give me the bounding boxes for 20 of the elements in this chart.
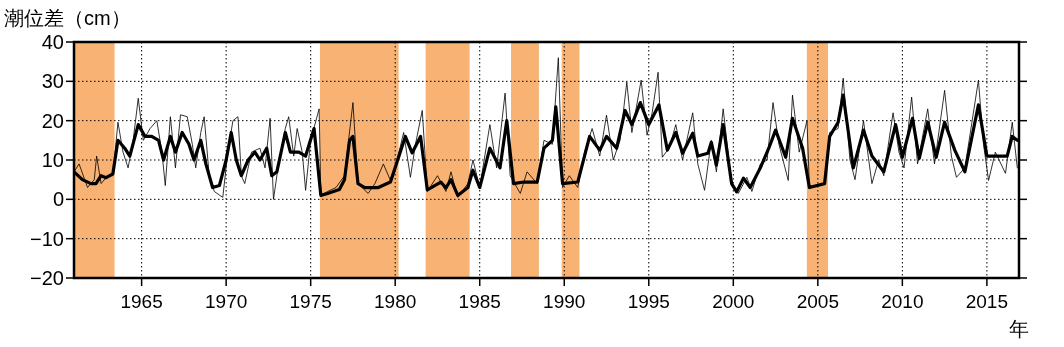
y-tick-label: 30	[41, 70, 64, 93]
y-tick-label: 20	[41, 109, 64, 132]
x-tick-label: 1965	[120, 291, 163, 312]
x-tick-label: 1985	[458, 291, 501, 312]
x-tick-label: 2005	[796, 291, 839, 312]
y-tick-label: −20	[30, 267, 64, 289]
x-tick-label: 2000	[712, 291, 755, 312]
y-tick-label: 10	[41, 149, 64, 171]
x-tick-label: 1970	[205, 291, 248, 312]
x-axis-title: 年	[1009, 318, 1029, 340]
x-tick-label: 2010	[881, 291, 924, 312]
x-tick-label: 1990	[543, 291, 586, 312]
y-axis-title: 潮位差（cm）	[4, 7, 131, 29]
x-tick-label: 2015	[965, 291, 1009, 312]
x-tick-label: 1975	[289, 291, 332, 312]
x-tick-label: 1995	[627, 291, 670, 312]
x-tick-label: 1980	[374, 291, 417, 312]
y-tick-label: 40	[41, 31, 64, 53]
y-tick-label: −10	[30, 227, 64, 250]
y-tick-label: 0	[52, 188, 64, 211]
